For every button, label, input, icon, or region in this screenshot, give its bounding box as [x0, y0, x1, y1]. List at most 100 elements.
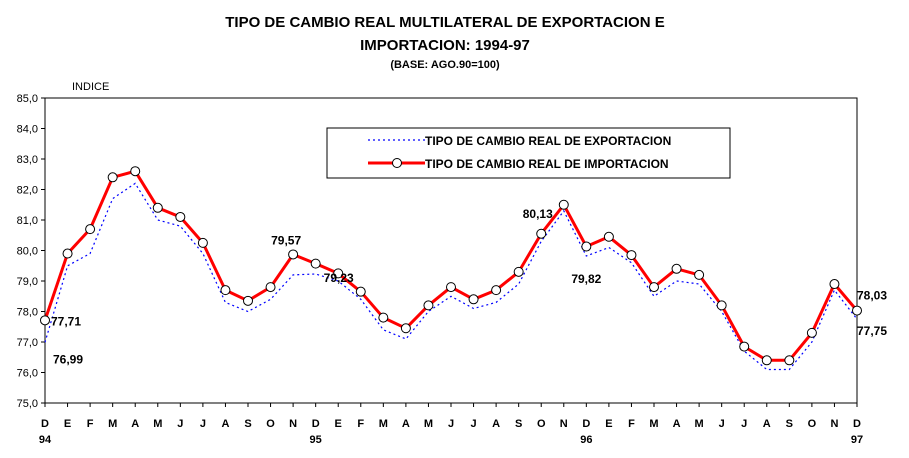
data-point-importacion	[423, 300, 434, 311]
y-tick-label: 81,0	[17, 215, 38, 227]
data-label: 78,03	[857, 289, 887, 303]
x-tick-label: D	[853, 418, 861, 430]
data-point-importacion	[85, 224, 96, 235]
data-point-importacion	[378, 312, 389, 323]
x-tick-label: J	[470, 418, 476, 430]
y-tick-label: 85,0	[17, 93, 38, 105]
data-point-importacion	[761, 355, 772, 366]
data-point-importacion	[468, 294, 479, 305]
data-point-importacion	[784, 355, 795, 366]
chart-title-line1: TIPO DE CAMBIO REAL MULTILATERAL DE EXPO…	[225, 14, 664, 31]
y-tick-label: 80,0	[17, 246, 38, 258]
y-tick-label: 77,0	[17, 337, 38, 349]
x-tick-label: M	[649, 418, 658, 430]
data-point-importacion	[62, 248, 73, 259]
legend-label-export: TIPO DE CAMBIO REAL DE EXPORTACION	[425, 134, 671, 148]
x-tick-label: A	[763, 418, 771, 430]
data-point-importacion	[446, 282, 456, 293]
y-tick-label: 76,0	[17, 368, 38, 380]
legend-marker-import	[392, 158, 402, 168]
legend-label-import: TIPO DE CAMBIO REAL DE IMPORTACION	[425, 157, 669, 171]
data-point-importacion	[220, 285, 231, 296]
data-point-importacion	[739, 341, 750, 352]
x-tick-label: M	[695, 418, 704, 430]
data-point-importacion	[152, 202, 163, 213]
x-year-label: 94	[39, 434, 52, 446]
data-point-importacion	[265, 282, 276, 293]
data-point-importacion	[355, 286, 366, 297]
x-tick-label: S	[515, 418, 522, 430]
x-tick-label: E	[605, 418, 612, 430]
x-tick-label: J	[177, 418, 183, 430]
x-tick-label: A	[221, 418, 229, 430]
x-tick-label: O	[808, 418, 817, 430]
x-tick-label: N	[289, 418, 297, 430]
x-tick-label: J	[741, 418, 747, 430]
y-tick-label: 75,0	[17, 398, 38, 410]
x-year-label: 96	[580, 434, 592, 446]
x-tick-label: M	[379, 418, 388, 430]
x-tick-label: D	[582, 418, 590, 430]
legend-box	[326, 127, 731, 179]
data-point-importacion	[603, 231, 614, 242]
data-label: 80,13	[523, 207, 553, 221]
x-tick-label: D	[41, 418, 49, 430]
data-point-importacion	[513, 266, 524, 277]
data-point-importacion	[175, 211, 186, 222]
x-tick-label: J	[719, 418, 725, 430]
x-tick-label: F	[628, 418, 635, 430]
data-point-importacion	[107, 172, 118, 183]
data-point-importacion	[130, 166, 141, 177]
data-point-importacion	[626, 250, 637, 261]
data-label: 77,75	[857, 324, 887, 338]
x-tick-label: M	[153, 418, 162, 430]
legend: TIPO DE CAMBIO REAL DE EXPORTACION TIPO …	[326, 127, 731, 179]
x-tick-label: S	[244, 418, 251, 430]
data-point-importacion	[243, 295, 253, 306]
data-label: 79,57	[271, 233, 301, 247]
x-tick-label: N	[830, 418, 838, 430]
chart-subtitle: (BASE: AGO.90=100)	[390, 59, 500, 71]
x-tick-label: M	[424, 418, 433, 430]
y-tick-label: 83,0	[17, 154, 38, 166]
y-tick-label: 82,0	[17, 185, 38, 197]
x-tick-label: M	[108, 418, 117, 430]
data-label: 76,99	[53, 352, 83, 366]
data-point-importacion	[806, 327, 817, 338]
x-tick-label: J	[200, 418, 206, 430]
y-tick-label: 78,0	[17, 307, 38, 319]
y-tick-label: 84,0	[17, 124, 38, 136]
data-label: 79,82	[571, 272, 601, 286]
data-label: 79,23	[324, 271, 354, 285]
data-point-importacion	[852, 305, 862, 316]
x-year-label: 95	[310, 434, 322, 446]
chart-title-line2: IMPORTACION: 1994-97	[360, 37, 530, 54]
data-point-importacion	[288, 249, 299, 260]
y-axis-label: INDICE	[72, 81, 109, 93]
x-tick-label: D	[312, 418, 320, 430]
x-tick-label: E	[335, 418, 342, 430]
data-point-importacion	[333, 268, 344, 279]
data-point-importacion	[581, 241, 592, 252]
x-tick-label: O	[537, 418, 546, 430]
x-tick-label: N	[560, 418, 568, 430]
x-tick-label: E	[64, 418, 71, 430]
data-point-importacion	[310, 258, 321, 269]
x-tick-label: J	[448, 418, 454, 430]
x-tick-label: O	[266, 418, 275, 430]
x-tick-label: S	[786, 418, 793, 430]
x-tick-label: F	[87, 418, 94, 430]
data-point-importacion	[671, 263, 682, 274]
data-point-importacion	[400, 323, 411, 334]
x-tick-label: A	[402, 418, 410, 430]
y-tick-label: 79,0	[17, 276, 38, 288]
data-label: 77,71	[51, 314, 81, 328]
data-point-importacion	[558, 199, 569, 210]
x-tick-label: F	[357, 418, 364, 430]
data-point-importacion	[197, 237, 208, 248]
data-point-importacion	[716, 300, 727, 311]
x-year-label: 97	[851, 434, 863, 446]
x-tick-label: A	[673, 418, 681, 430]
data-point-importacion	[491, 285, 502, 296]
